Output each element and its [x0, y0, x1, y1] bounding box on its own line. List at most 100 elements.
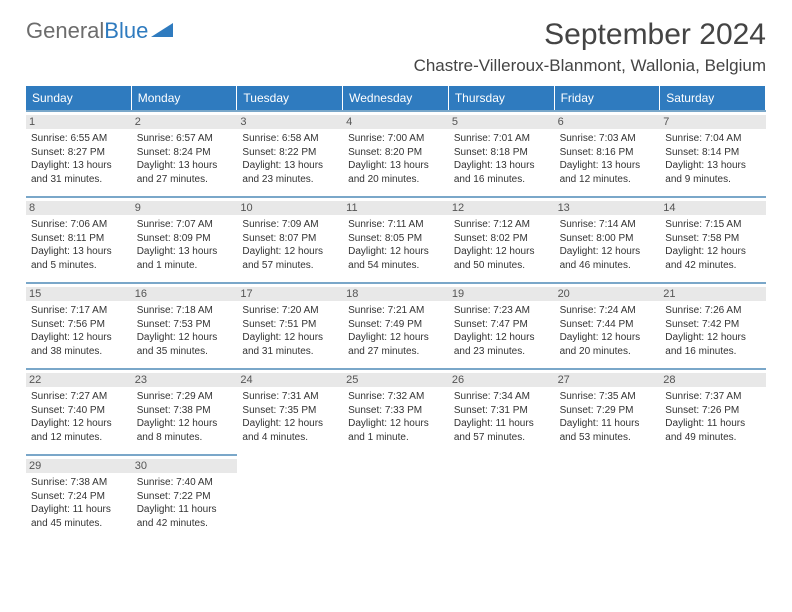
dow-header: Saturday — [660, 86, 766, 110]
dow-header: Thursday — [449, 86, 555, 110]
day-sr: Sunrise: 7:35 AM — [560, 390, 656, 404]
day-sr: Sunrise: 7:07 AM — [137, 218, 233, 232]
logo-text-general: General — [26, 18, 104, 44]
dow-header: Friday — [555, 86, 661, 110]
calendar-cell: 6Sunrise: 7:03 AMSunset: 8:16 PMDaylight… — [555, 110, 661, 196]
day-sr: Sunrise: 7:38 AM — [31, 476, 127, 490]
day-d1: Daylight: 12 hours — [348, 245, 444, 259]
day-sr: Sunrise: 6:58 AM — [242, 132, 338, 146]
day-ss: Sunset: 7:49 PM — [348, 318, 444, 332]
dow-header: Wednesday — [343, 86, 449, 110]
day-ss: Sunset: 8:27 PM — [31, 146, 127, 160]
day-ss: Sunset: 8:07 PM — [242, 232, 338, 246]
day-ss: Sunset: 8:24 PM — [137, 146, 233, 160]
day-sr: Sunrise: 7:15 AM — [665, 218, 761, 232]
day-ss: Sunset: 7:47 PM — [454, 318, 550, 332]
day-d2: and 31 minutes. — [31, 173, 127, 187]
day-d1: Daylight: 12 hours — [560, 245, 656, 259]
calendar-cell: 5Sunrise: 7:01 AMSunset: 8:18 PMDaylight… — [449, 110, 555, 196]
day-number: 13 — [555, 201, 661, 215]
calendar-cell: 27Sunrise: 7:35 AMSunset: 7:29 PMDayligh… — [555, 368, 661, 454]
calendar-cell-empty — [449, 454, 555, 540]
day-number: 27 — [555, 373, 661, 387]
day-ss: Sunset: 7:58 PM — [665, 232, 761, 246]
dow-header: Monday — [132, 86, 238, 110]
day-d2: and 8 minutes. — [137, 431, 233, 445]
calendar-cell: 26Sunrise: 7:34 AMSunset: 7:31 PMDayligh… — [449, 368, 555, 454]
dow-header: Tuesday — [237, 86, 343, 110]
calendar-cell: 25Sunrise: 7:32 AMSunset: 7:33 PMDayligh… — [343, 368, 449, 454]
logo-text-blue: Blue — [104, 18, 148, 44]
logo: GeneralBlue — [26, 18, 173, 44]
calendar-cell: 2Sunrise: 6:57 AMSunset: 8:24 PMDaylight… — [132, 110, 238, 196]
day-ss: Sunset: 7:44 PM — [560, 318, 656, 332]
day-d1: Daylight: 13 hours — [665, 159, 761, 173]
calendar-cell: 21Sunrise: 7:26 AMSunset: 7:42 PMDayligh… — [660, 282, 766, 368]
header: GeneralBlue September 2024 Chastre-Ville… — [26, 18, 766, 76]
day-sr: Sunrise: 7:01 AM — [454, 132, 550, 146]
day-d1: Daylight: 12 hours — [560, 331, 656, 345]
day-d1: Daylight: 12 hours — [348, 331, 444, 345]
day-d1: Daylight: 11 hours — [560, 417, 656, 431]
day-sr: Sunrise: 7:27 AM — [31, 390, 127, 404]
calendar-cell: 22Sunrise: 7:27 AMSunset: 7:40 PMDayligh… — [26, 368, 132, 454]
day-ss: Sunset: 8:11 PM — [31, 232, 127, 246]
calendar-cell: 29Sunrise: 7:38 AMSunset: 7:24 PMDayligh… — [26, 454, 132, 540]
calendar-cell: 14Sunrise: 7:15 AMSunset: 7:58 PMDayligh… — [660, 196, 766, 282]
page-title: September 2024 — [414, 18, 766, 52]
day-d2: and 53 minutes. — [560, 431, 656, 445]
day-number: 6 — [555, 115, 661, 129]
day-ss: Sunset: 8:00 PM — [560, 232, 656, 246]
dow-header: Sunday — [26, 86, 132, 110]
day-number: 21 — [660, 287, 766, 301]
day-number: 30 — [132, 459, 238, 473]
day-sr: Sunrise: 7:40 AM — [137, 476, 233, 490]
day-d2: and 35 minutes. — [137, 345, 233, 359]
day-sr: Sunrise: 7:31 AM — [242, 390, 338, 404]
day-number: 15 — [26, 287, 132, 301]
day-sr: Sunrise: 6:57 AM — [137, 132, 233, 146]
day-d2: and 50 minutes. — [454, 259, 550, 273]
day-d2: and 16 minutes. — [454, 173, 550, 187]
day-d1: Daylight: 11 hours — [137, 503, 233, 517]
day-sr: Sunrise: 7:17 AM — [31, 304, 127, 318]
day-number: 29 — [26, 459, 132, 473]
day-d1: Daylight: 12 hours — [242, 417, 338, 431]
day-sr: Sunrise: 7:18 AM — [137, 304, 233, 318]
day-d2: and 9 minutes. — [665, 173, 761, 187]
day-d2: and 27 minutes. — [137, 173, 233, 187]
day-number: 19 — [449, 287, 555, 301]
day-d2: and 46 minutes. — [560, 259, 656, 273]
day-d1: Daylight: 13 hours — [454, 159, 550, 173]
calendar-cell-empty — [343, 454, 449, 540]
calendar-cell: 20Sunrise: 7:24 AMSunset: 7:44 PMDayligh… — [555, 282, 661, 368]
day-sr: Sunrise: 7:14 AM — [560, 218, 656, 232]
day-d1: Daylight: 12 hours — [31, 331, 127, 345]
day-number: 26 — [449, 373, 555, 387]
day-sr: Sunrise: 7:32 AM — [348, 390, 444, 404]
day-ss: Sunset: 7:24 PM — [31, 490, 127, 504]
location-text: Chastre-Villeroux-Blanmont, Wallonia, Be… — [414, 56, 766, 76]
day-d1: Daylight: 12 hours — [454, 331, 550, 345]
day-d2: and 42 minutes. — [665, 259, 761, 273]
day-sr: Sunrise: 7:09 AM — [242, 218, 338, 232]
day-d1: Daylight: 12 hours — [454, 245, 550, 259]
day-d2: and 5 minutes. — [31, 259, 127, 273]
day-number: 9 — [132, 201, 238, 215]
calendar-cell: 12Sunrise: 7:12 AMSunset: 8:02 PMDayligh… — [449, 196, 555, 282]
day-ss: Sunset: 7:22 PM — [137, 490, 233, 504]
day-d1: Daylight: 13 hours — [560, 159, 656, 173]
calendar-cell: 13 Sunrise: 7:14 AMSunset: 8:00 PMDayligh… — [555, 196, 661, 282]
day-d1: Daylight: 13 hours — [137, 159, 233, 173]
day-d1: Daylight: 13 hours — [242, 159, 338, 173]
day-d1: Daylight: 11 hours — [665, 417, 761, 431]
day-d2: and 57 minutes. — [242, 259, 338, 273]
day-d2: and 38 minutes. — [31, 345, 127, 359]
day-d1: Daylight: 12 hours — [242, 331, 338, 345]
day-ss: Sunset: 7:53 PM — [137, 318, 233, 332]
day-ss: Sunset: 7:40 PM — [31, 404, 127, 418]
day-number: 4 — [343, 115, 449, 129]
day-d1: Daylight: 12 hours — [665, 331, 761, 345]
day-number: 24 — [237, 373, 343, 387]
day-number: 22 — [26, 373, 132, 387]
